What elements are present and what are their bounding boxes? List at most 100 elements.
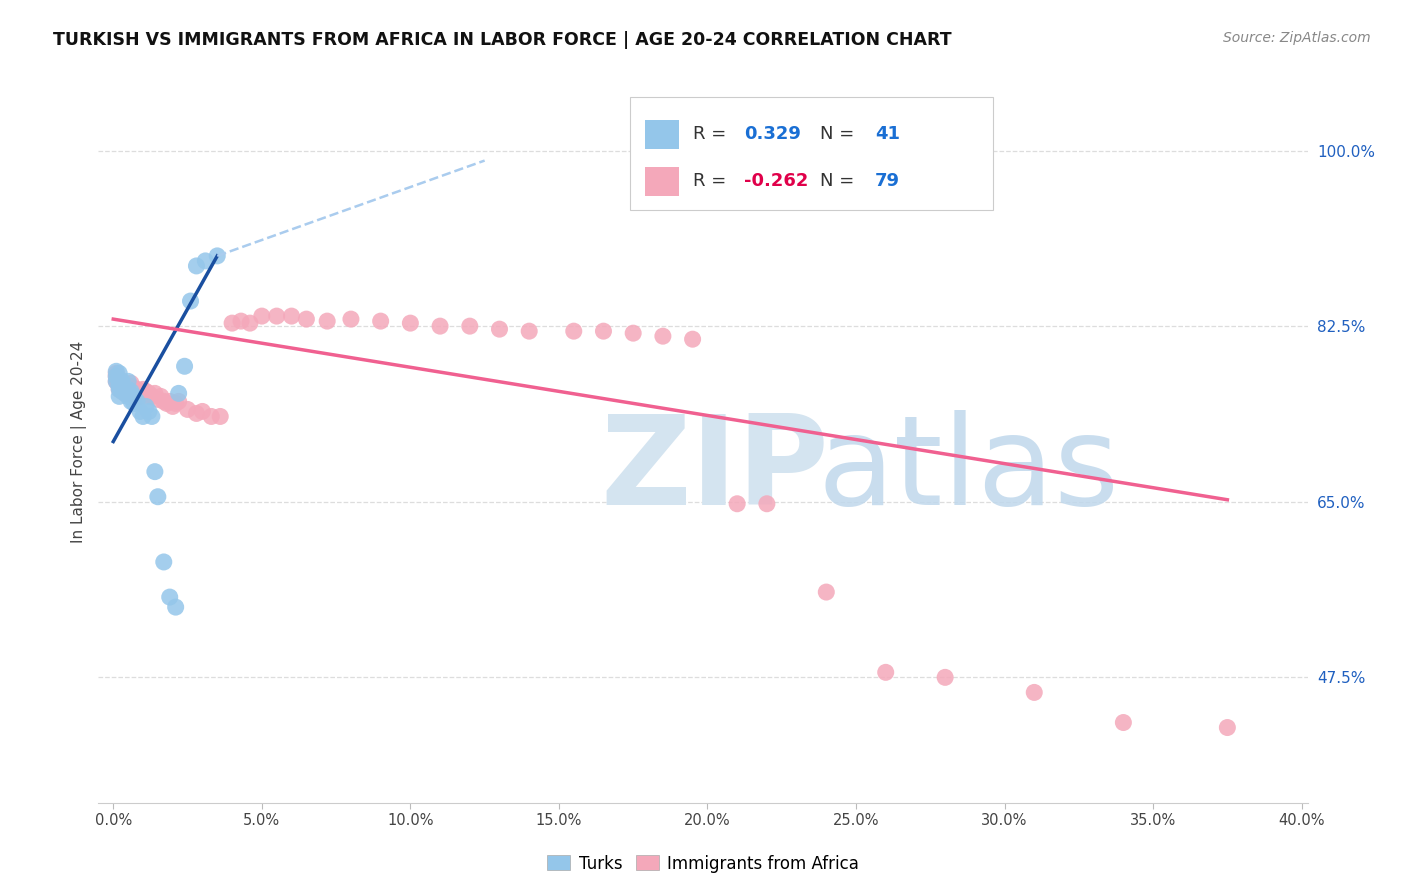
Point xyxy=(138,386,160,401)
Point xyxy=(111,375,134,389)
Point xyxy=(111,375,134,389)
Point xyxy=(114,384,136,399)
Point xyxy=(755,497,778,511)
Point xyxy=(108,376,131,391)
Point xyxy=(562,324,585,338)
Point xyxy=(105,369,128,384)
Text: R =: R = xyxy=(693,172,733,190)
Point xyxy=(621,326,644,341)
Point xyxy=(229,314,252,328)
Point xyxy=(167,394,190,409)
Text: 41: 41 xyxy=(875,126,900,144)
Point xyxy=(125,386,148,401)
Point xyxy=(122,384,145,399)
Point xyxy=(266,309,288,323)
Text: 0.329: 0.329 xyxy=(744,126,801,144)
Point xyxy=(132,409,155,424)
Point xyxy=(207,249,229,263)
Point xyxy=(239,316,262,330)
Point xyxy=(200,409,222,424)
Text: atlas: atlas xyxy=(818,410,1121,531)
Point xyxy=(129,404,152,418)
Point xyxy=(120,389,142,403)
Text: -0.262: -0.262 xyxy=(744,172,808,190)
Point xyxy=(117,386,139,401)
Point xyxy=(111,384,134,399)
Point xyxy=(122,389,145,403)
Point xyxy=(120,376,142,391)
Point xyxy=(399,316,422,330)
Point xyxy=(141,389,163,403)
Point xyxy=(108,379,131,393)
Point xyxy=(117,383,139,397)
Point xyxy=(165,600,187,615)
Text: TURKISH VS IMMIGRANTS FROM AFRICA IN LABOR FORCE | AGE 20-24 CORRELATION CHART: TURKISH VS IMMIGRANTS FROM AFRICA IN LAB… xyxy=(53,31,952,49)
Point xyxy=(117,389,139,403)
Point xyxy=(132,386,155,401)
Legend: Turks, Immigrants from Africa: Turks, Immigrants from Africa xyxy=(540,848,866,880)
Point xyxy=(105,375,128,389)
Point xyxy=(156,396,179,410)
Point xyxy=(129,389,152,403)
Point xyxy=(370,314,392,328)
Point xyxy=(875,665,897,680)
Point xyxy=(141,409,163,424)
Point xyxy=(120,383,142,397)
Point xyxy=(316,314,339,328)
Point xyxy=(135,384,157,399)
Point xyxy=(125,383,148,397)
Point xyxy=(125,394,148,409)
Point xyxy=(114,386,136,401)
Bar xyxy=(645,167,679,196)
Point xyxy=(429,319,451,334)
Point xyxy=(815,585,838,599)
Point xyxy=(117,384,139,399)
Point xyxy=(108,383,131,397)
Point xyxy=(117,379,139,393)
Point xyxy=(111,384,134,399)
Point xyxy=(114,379,136,393)
Point xyxy=(280,309,302,323)
Point xyxy=(152,555,174,569)
Point xyxy=(488,322,510,336)
Point xyxy=(108,379,131,393)
Point xyxy=(129,386,152,401)
Point xyxy=(180,294,202,309)
Text: ZIP: ZIP xyxy=(600,410,830,531)
Point xyxy=(725,497,748,511)
Point xyxy=(111,383,134,397)
Point xyxy=(135,400,157,414)
Point xyxy=(105,364,128,378)
Y-axis label: In Labor Force | Age 20-24: In Labor Force | Age 20-24 xyxy=(72,341,87,542)
Point xyxy=(592,324,614,338)
Point xyxy=(167,386,190,401)
Point xyxy=(295,312,318,326)
Point xyxy=(186,259,208,273)
Point xyxy=(250,309,273,323)
Point xyxy=(146,490,169,504)
Point xyxy=(517,324,540,338)
Point xyxy=(162,400,184,414)
Point xyxy=(132,384,155,399)
Point xyxy=(458,319,481,334)
Text: 79: 79 xyxy=(875,172,900,190)
Point xyxy=(143,386,166,401)
Point xyxy=(111,376,134,391)
Point xyxy=(114,386,136,401)
Point xyxy=(176,402,198,417)
Point xyxy=(105,366,128,380)
Point xyxy=(108,389,131,403)
Point xyxy=(117,383,139,397)
Point xyxy=(146,392,169,407)
Point xyxy=(108,376,131,391)
Point xyxy=(651,329,673,343)
Point xyxy=(108,366,131,380)
Point xyxy=(143,465,166,479)
Point xyxy=(120,386,142,401)
Point xyxy=(138,389,160,403)
Point xyxy=(105,369,128,384)
Text: R =: R = xyxy=(693,126,733,144)
Point xyxy=(114,383,136,397)
Point xyxy=(132,383,155,397)
Point xyxy=(340,312,363,326)
